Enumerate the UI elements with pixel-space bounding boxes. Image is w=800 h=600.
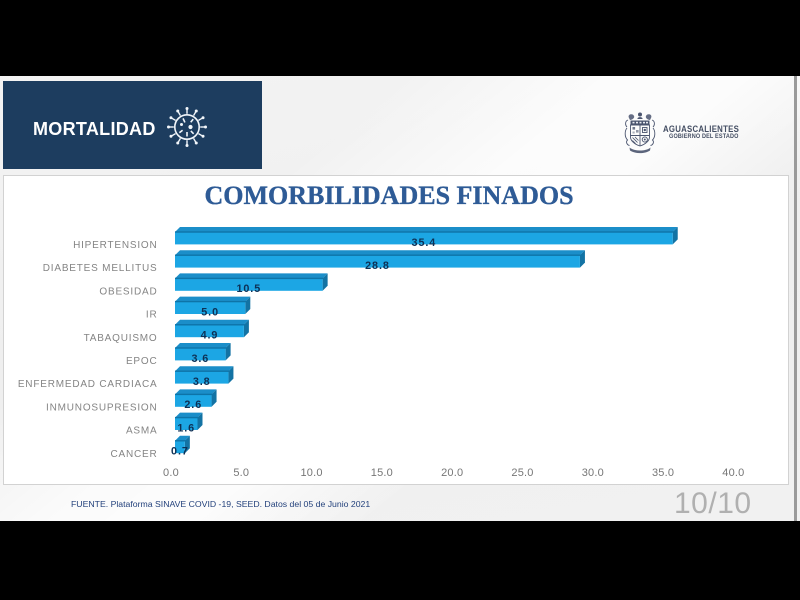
svg-text:IR: IR bbox=[146, 310, 158, 321]
svg-text:5.0: 5.0 bbox=[201, 306, 219, 318]
svg-text:EPOC: EPOC bbox=[126, 356, 158, 367]
svg-text:20.0: 20.0 bbox=[441, 467, 463, 479]
svg-text:25.0: 25.0 bbox=[511, 467, 533, 479]
svg-text:0.7: 0.7 bbox=[171, 446, 189, 458]
svg-text:INMUNOSUPRESION: INMUNOSUPRESION bbox=[46, 402, 157, 413]
svg-text:35.0: 35.0 bbox=[652, 467, 674, 479]
svg-text:10.0: 10.0 bbox=[300, 467, 322, 479]
svg-text:OBESIDAD: OBESIDAD bbox=[99, 286, 157, 297]
svg-text:28.8: 28.8 bbox=[365, 260, 390, 272]
svg-text:10.5: 10.5 bbox=[237, 283, 262, 295]
svg-text:30.0: 30.0 bbox=[582, 467, 604, 479]
svg-text:2.6: 2.6 bbox=[184, 399, 202, 411]
svg-text:35.4: 35.4 bbox=[412, 237, 437, 249]
svg-text:HIPERTENSION: HIPERTENSION bbox=[73, 240, 157, 251]
svg-text:CANCER: CANCER bbox=[110, 449, 157, 460]
svg-text:DIABETES MELLITUS: DIABETES MELLITUS bbox=[43, 263, 158, 274]
svg-text:ENFERMEDAD CARDIACA: ENFERMEDAD CARDIACA bbox=[18, 379, 158, 390]
svg-text:15.0: 15.0 bbox=[371, 467, 393, 479]
svg-text:3.8: 3.8 bbox=[193, 376, 211, 388]
svg-text:3.6: 3.6 bbox=[191, 353, 209, 365]
svg-text:ASMA: ASMA bbox=[126, 426, 158, 437]
svg-text:4.9: 4.9 bbox=[201, 330, 219, 342]
svg-text:40.0: 40.0 bbox=[722, 467, 744, 479]
svg-text:TABAQUISMO: TABAQUISMO bbox=[84, 333, 158, 344]
svg-text:5.0: 5.0 bbox=[233, 467, 249, 479]
svg-text:1.6: 1.6 bbox=[177, 422, 195, 434]
svg-text:0.0: 0.0 bbox=[163, 467, 179, 479]
